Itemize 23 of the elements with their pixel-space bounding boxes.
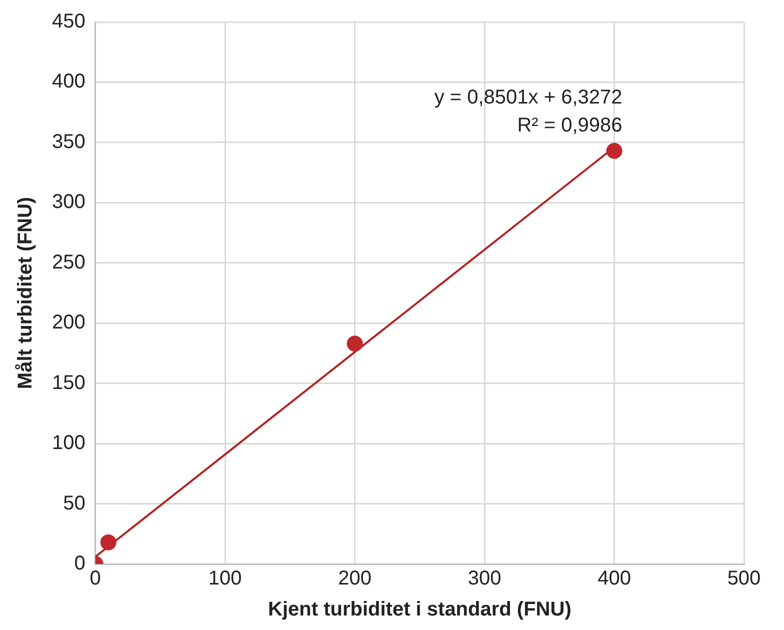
point <box>606 142 622 159</box>
y-tick-label: 50 <box>63 492 86 514</box>
x-axis-title: Kjent turbiditet i standard (FNU) <box>268 598 572 621</box>
y-tick-label: 100 <box>52 432 86 454</box>
x-tick-label: 500 <box>727 568 761 590</box>
y-tick-label: 250 <box>52 251 86 274</box>
x-tick-label: 200 <box>338 568 372 590</box>
point <box>100 534 116 550</box>
annotation: R² = 0,9986 <box>517 114 622 136</box>
x-tick-label: 100 <box>208 568 242 590</box>
annotation: y = 0,8501x + 6,3272 <box>434 86 622 108</box>
x-tick-label: 400 <box>598 568 631 590</box>
point <box>346 336 363 352</box>
y-tick-label: 150 <box>52 372 86 394</box>
y-tick-label: 400 <box>52 70 86 93</box>
y-tick-label: 350 <box>52 130 86 153</box>
y-tick-label: 0 <box>74 552 86 575</box>
x-tick-label: 0 <box>90 568 101 590</box>
y-axis-title: Målt turbiditet (FNU) <box>14 196 37 390</box>
y-tick-label: 200 <box>52 312 86 334</box>
y-tick-label: 450 <box>52 10 86 33</box>
x-tick-label: 300 <box>468 568 502 590</box>
y-tick-label: 300 <box>52 191 86 214</box>
